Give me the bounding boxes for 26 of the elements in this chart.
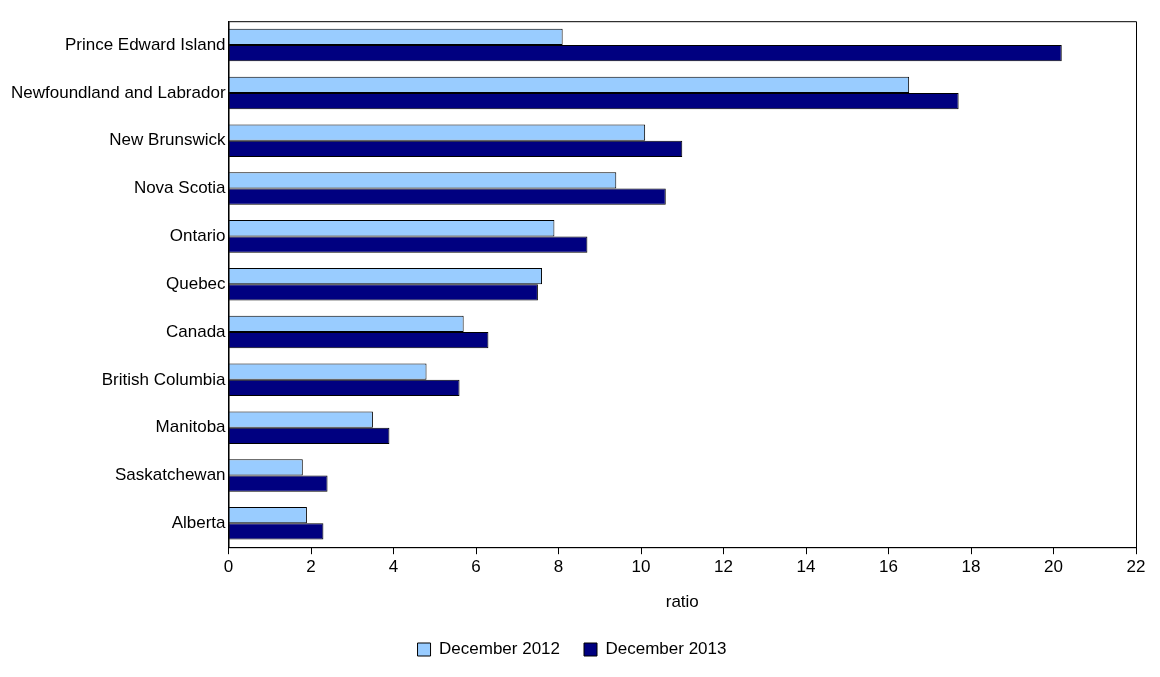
x-tick-label: 0: [223, 557, 234, 577]
y-tick-label: British Columbia: [101, 369, 227, 389]
x-axis-title: ratio: [665, 592, 699, 612]
x-tick-label: 4: [388, 557, 399, 577]
x-tick-label: 8: [553, 557, 564, 577]
x-tick-label: 12: [714, 557, 733, 577]
y-tick-label: Newfoundland and Labrador: [10, 82, 226, 102]
x-tick-label: 22: [1126, 557, 1146, 577]
y-tick-label: Ontario: [169, 226, 226, 246]
legend-label: December 2012: [439, 639, 561, 659]
y-tick-label: New Brunswick: [109, 130, 227, 150]
y-tick-label: Prince Edward Island: [64, 34, 226, 54]
y-tick-label: Manitoba: [155, 417, 227, 437]
x-tick-label: 14: [796, 557, 816, 577]
x-tick-label: 20: [1044, 557, 1063, 577]
x-tick-label: 10: [631, 557, 651, 577]
y-tick-label: Quebec: [166, 273, 227, 293]
x-tick-label: 18: [961, 557, 981, 577]
x-tick-label: 16: [879, 557, 898, 577]
y-tick-label: Nova Scotia: [133, 178, 227, 198]
x-tick-label: 2: [306, 557, 316, 577]
y-tick-label: Saskatchewan: [114, 465, 226, 485]
x-tick-label: 6: [471, 557, 481, 577]
legend-label: December 2013: [605, 639, 727, 659]
y-tick-label: Alberta: [171, 512, 227, 532]
y-tick-label: Canada: [165, 321, 227, 341]
